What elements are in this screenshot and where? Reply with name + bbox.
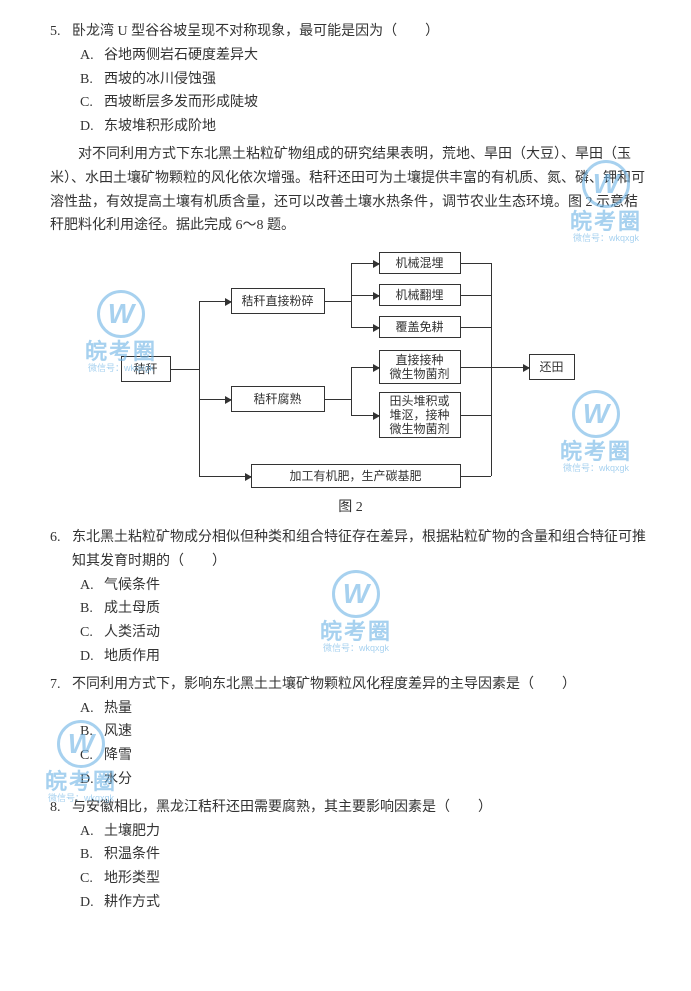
node-r2: 机械翻埋 bbox=[379, 284, 461, 306]
question-7: 7. 不同利用方式下，影响东北黑土土壤矿物颗粒风化程度差异的主导因素是（ ） A… bbox=[50, 673, 651, 792]
q5-stem: 卧龙湾 U 型谷谷坡呈现不对称现象，最可能是因为（ ） bbox=[72, 20, 651, 44]
q7-option-b: B.风速 bbox=[80, 720, 651, 744]
q5-option-b: B.西坡的冰川侵蚀强 bbox=[80, 68, 651, 92]
q7-option-a: A.热量 bbox=[80, 697, 651, 721]
q6-option-b: B.成土母质 bbox=[80, 597, 651, 621]
q6-option-d: D.地质作用 bbox=[80, 645, 651, 669]
node-root: 秸秆 bbox=[121, 356, 171, 382]
q8-number: 8. bbox=[50, 796, 72, 820]
node-r3: 覆盖免耕 bbox=[379, 316, 461, 338]
q6-option-c: C.人类活动 bbox=[80, 621, 651, 645]
node-bottom: 加工有机肥，生产碳基肥 bbox=[251, 464, 461, 488]
passage-text: 对不同利用方式下东北黑土粘粒矿物组成的研究结果表明，荒地、旱田（大豆）、旱田（玉… bbox=[50, 143, 651, 238]
question-5: 5. 卧龙湾 U 型谷谷坡呈现不对称现象，最可能是因为（ ） A.谷地两侧岩石硬… bbox=[50, 20, 651, 139]
q5-option-a: A.谷地两侧岩石硬度差异大 bbox=[80, 44, 651, 68]
node-r4: 直接接种 微生物菌剂 bbox=[379, 350, 461, 384]
q8-stem: 与安徽相比，黑龙江秸秆还田需要腐熟，其主要影响因素是（ ） bbox=[72, 796, 651, 820]
q8-option-a: A.土壤肥力 bbox=[80, 820, 651, 844]
question-8: 8. 与安徽相比，黑龙江秸秆还田需要腐熟，其主要影响因素是（ ） A.土壤肥力 … bbox=[50, 796, 651, 915]
figure-caption: 图 2 bbox=[121, 496, 581, 520]
q8-option-d: D.耕作方式 bbox=[80, 891, 651, 915]
q8-option-b: B.积温条件 bbox=[80, 843, 651, 867]
q8-option-c: C.地形类型 bbox=[80, 867, 651, 891]
node-r1: 机械混埋 bbox=[379, 252, 461, 274]
question-6: 6. 东北黑土粘粒矿物成分相似但种类和组合特征存在差异，根据粘粒矿物的含量和组合… bbox=[50, 526, 651, 669]
q5-number: 5. bbox=[50, 20, 72, 44]
q5-option-d: D.东坡堆积形成阶地 bbox=[80, 115, 651, 139]
figure-2: 秸秆 秸秆直接粉碎 秸秆腐熟 机械混埋 机械翻埋 覆盖免耕 直接接种 微生物菌剂… bbox=[121, 246, 581, 520]
node-r5: 田头堆积或 堆沤，接种 微生物菌剂 bbox=[379, 392, 461, 438]
node-end: 还田 bbox=[529, 354, 575, 380]
q7-number: 7. bbox=[50, 673, 72, 697]
node-mid1: 秸秆直接粉碎 bbox=[231, 288, 325, 314]
q7-stem: 不同利用方式下，影响东北黑土土壤矿物颗粒风化程度差异的主导因素是（ ） bbox=[72, 673, 651, 697]
q5-option-c: C.西坡断层多发而形成陡坡 bbox=[80, 91, 651, 115]
q6-stem: 东北黑土粘粒矿物成分相似但种类和组合特征存在差异，根据粘粒矿物的含量和组合特征可… bbox=[72, 526, 651, 574]
node-mid2: 秸秆腐熟 bbox=[231, 386, 325, 412]
q7-option-c: C.降雪 bbox=[80, 744, 651, 768]
q6-number: 6. bbox=[50, 526, 72, 574]
q7-option-d: D.水分 bbox=[80, 768, 651, 792]
q6-option-a: A.气候条件 bbox=[80, 574, 651, 598]
